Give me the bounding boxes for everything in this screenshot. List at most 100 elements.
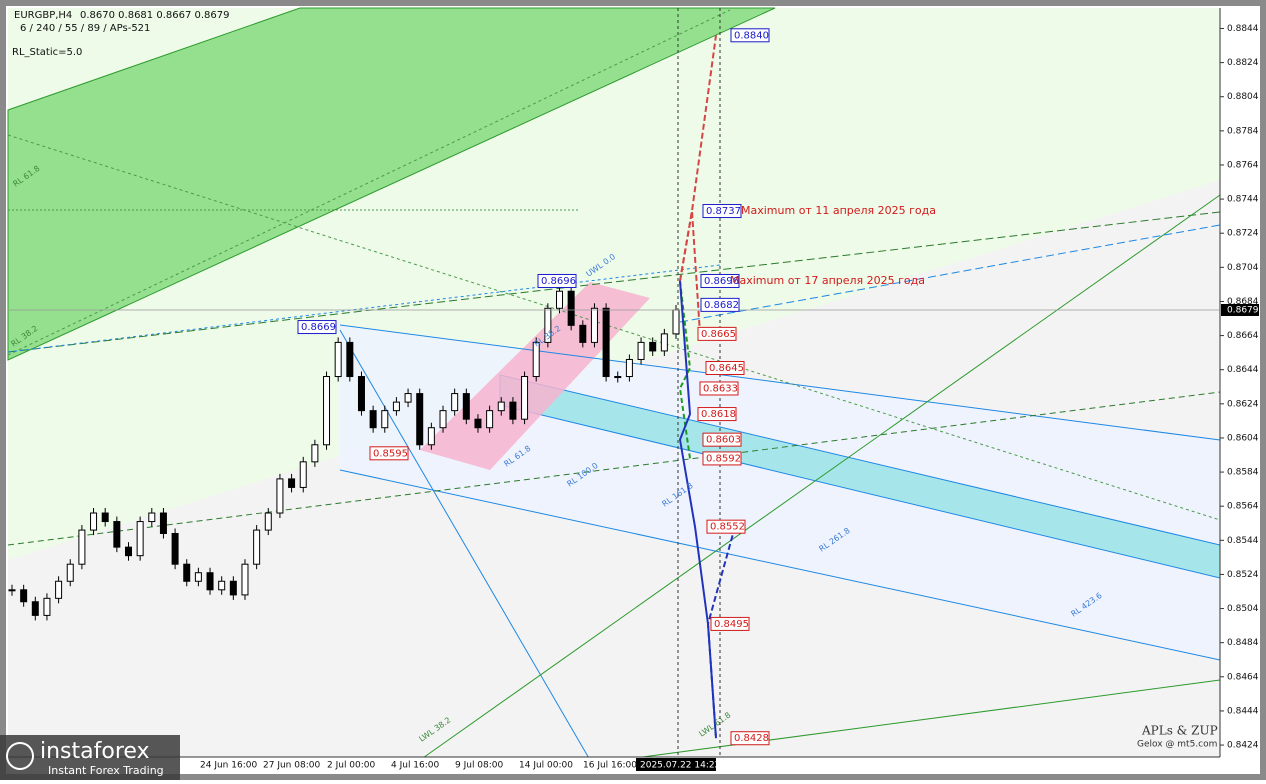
candle [416, 393, 424, 446]
level-box [710, 616, 750, 631]
cursor-time: 2025.07.22 14:22 [640, 761, 720, 771]
y-tick-label: 0.8544 [1227, 536, 1259, 546]
y-tick-label: 0.8664 [1227, 331, 1259, 341]
candle [8, 589, 16, 592]
level-label: 0.8840 [734, 30, 769, 41]
candle [66, 563, 74, 582]
static: RL_Static=5.0 [12, 47, 82, 58]
candle [346, 341, 354, 378]
candle [392, 401, 400, 412]
candle [253, 529, 261, 565]
level-label: 0.8665 [701, 329, 736, 340]
candle [357, 376, 365, 412]
channel-line [339, 329, 591, 761]
y-tick-label: 0.8744 [1227, 195, 1259, 205]
x-tick-label: 9 Jul 08:00 [455, 761, 504, 771]
candle [474, 418, 482, 429]
y-tick-label: 0.8644 [1227, 365, 1259, 375]
candle [171, 532, 179, 565]
y-tick-label: 0.8424 [1227, 741, 1259, 751]
candle [55, 580, 63, 599]
candle [660, 333, 668, 352]
y-tick-label: 0.8844 [1227, 24, 1259, 34]
level-label: 0.8682 [704, 300, 739, 311]
level-box [697, 326, 737, 341]
y-tick-label: 0.8584 [1227, 468, 1259, 478]
y-tick-label: 0.8804 [1227, 92, 1259, 102]
y-tick-label: 0.8704 [1227, 263, 1259, 273]
level-box [705, 360, 745, 375]
channel-line [339, 469, 1221, 661]
brand-logo [6, 742, 34, 770]
candle [113, 521, 121, 548]
candle [590, 307, 598, 343]
symbol: EURGBP,H4 [14, 10, 72, 21]
level-label: 0.8669 [301, 322, 336, 333]
level-box [699, 381, 739, 396]
y-tick-label: 0.8764 [1227, 160, 1259, 170]
level-label: 0.8495 [714, 619, 749, 630]
candle [369, 410, 377, 429]
y-tick-label: 0.8624 [1227, 399, 1259, 409]
y-tick-label: 0.8524 [1227, 570, 1259, 580]
candle [334, 341, 342, 378]
channel-line [339, 324, 1221, 441]
level-box [697, 407, 737, 422]
candle [124, 546, 132, 557]
x-tick-label: 2 Jul 00:00 [327, 761, 376, 771]
y-tick-label: 0.8684 [1227, 297, 1259, 307]
level-label: 0.8737 [706, 206, 741, 217]
candle [90, 512, 98, 531]
y-tick-label: 0.8484 [1227, 638, 1259, 648]
candle [556, 290, 564, 309]
level-box [369, 446, 409, 461]
candle [218, 580, 226, 591]
channel-line [7, 134, 1221, 521]
candle [206, 572, 214, 591]
candle [649, 341, 657, 352]
candle [637, 341, 645, 360]
level-box [702, 432, 742, 447]
cursor-time-box [636, 758, 716, 771]
params: 6 / 240 / 55 / 89 / APs-521 [20, 23, 150, 34]
level-label: 0.8592 [706, 453, 741, 464]
channel-line [7, 391, 1221, 546]
y-tick-label: 0.8724 [1227, 229, 1259, 239]
level-label: 0.8603 [706, 435, 741, 446]
level-label: 0.8696 [541, 276, 576, 287]
candle [288, 478, 296, 488]
level-box [297, 320, 337, 335]
channel-line [679, 224, 1221, 323]
level-label: 0.8428 [734, 733, 769, 744]
candle [579, 324, 587, 343]
candle [299, 461, 307, 488]
y-tick-label: 0.8564 [1227, 502, 1259, 512]
candle [159, 512, 167, 534]
candle [183, 563, 191, 582]
signature: APLs & ZUP [1141, 724, 1218, 738]
level-label: 0.8696 [704, 276, 739, 287]
level-box [700, 297, 740, 312]
y-tick-label: 0.8464 [1227, 672, 1259, 682]
candle [462, 393, 470, 420]
candle [194, 572, 202, 582]
candle [20, 589, 28, 603]
x-tick-label: 24 Jun 16:00 [200, 761, 257, 771]
candle [602, 307, 610, 378]
green-channel [7, 7, 776, 361]
candle [31, 601, 39, 616]
candle [625, 358, 633, 378]
candle [43, 597, 51, 616]
projection [679, 210, 701, 334]
candle [276, 478, 284, 514]
candle [614, 376, 622, 379]
level-box [702, 204, 742, 219]
level-box [730, 731, 770, 746]
current-price-box [1221, 303, 1259, 316]
level-label: 0.8618 [701, 409, 736, 420]
candle [439, 410, 447, 429]
candle [497, 401, 505, 412]
candle [567, 290, 575, 326]
level-box [730, 28, 770, 43]
projection [678, 280, 692, 459]
